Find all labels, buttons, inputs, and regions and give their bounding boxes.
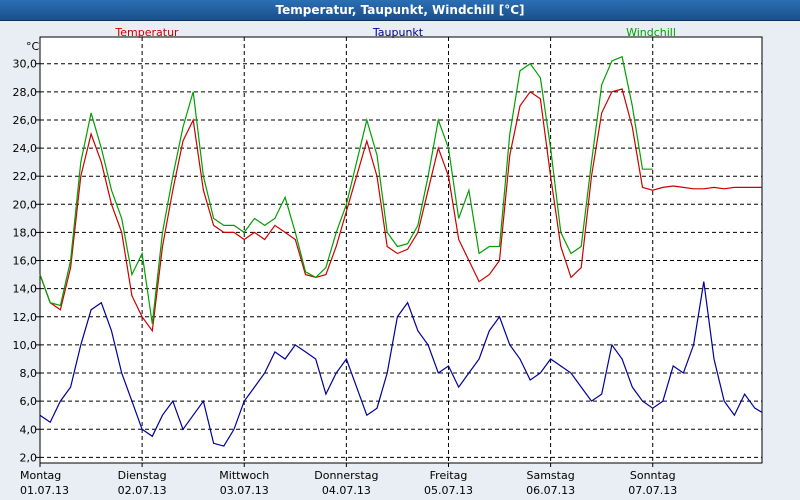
series-line-windchill [39,55,653,324]
chart: 2,0 4,0 6,0 8,0 10,0 12,0 14,0 16,0 18,0 20,0 22,0… [0,21,800,500]
x-tick-date: 03.07.13 [220,484,269,497]
y-tick-label: 10,0 [13,339,38,352]
y-tick-label: 14,0 [13,283,38,296]
y-tick-label: 18,0 [13,226,38,239]
y-tick-label: 28,0 [13,86,38,99]
x-tick-date: 04.07.13 [322,484,371,497]
x-tick-date: 02.07.13 [118,484,167,497]
series-line-temperatur [39,88,762,333]
y-tick-label: 24,0 [13,142,38,155]
x-tick-day: Donnerstag [314,469,378,482]
y-axis-label: °C [26,40,40,53]
plot-area [39,36,763,464]
y-tick-label: 8,0 [20,367,38,380]
x-tick-day: Montag [20,469,61,482]
y-tick-label: 26,0 [13,114,38,127]
window-title: Temperatur, Taupunkt, Windchill [°C] [0,0,800,21]
y-tick-label: 20,0 [13,198,38,211]
legend-windchill: Windchill [626,26,676,39]
y-tick-label: 2,0 [20,451,38,464]
y-tick-label: 16,0 [13,255,38,268]
x-tick-date: 01.07.13 [20,484,69,497]
y-tick-label: 12,0 [13,311,38,324]
y-tick-label: 22,0 [13,170,38,183]
legend-temperatur: Temperatur [114,26,179,39]
legend-taupunkt: Taupunkt [372,26,424,39]
x-tick-date: 07.07.13 [628,484,677,497]
y-tick-label: 4,0 [20,423,38,436]
y-tick-label: 6,0 [20,395,38,408]
x-tick-date: 05.07.13 [424,484,473,497]
x-tick-day: Freitag [430,469,468,482]
x-tick-date: 06.07.13 [526,484,575,497]
y-tick-label: 30,0 [13,58,38,71]
series-line-taupunkt [39,281,763,447]
x-tick-day: Dienstag [118,469,167,482]
x-tick-day: Sonntag [630,469,676,482]
x-tick-day: Mittwoch [219,469,269,482]
x-tick-day: Samstag [526,469,574,482]
